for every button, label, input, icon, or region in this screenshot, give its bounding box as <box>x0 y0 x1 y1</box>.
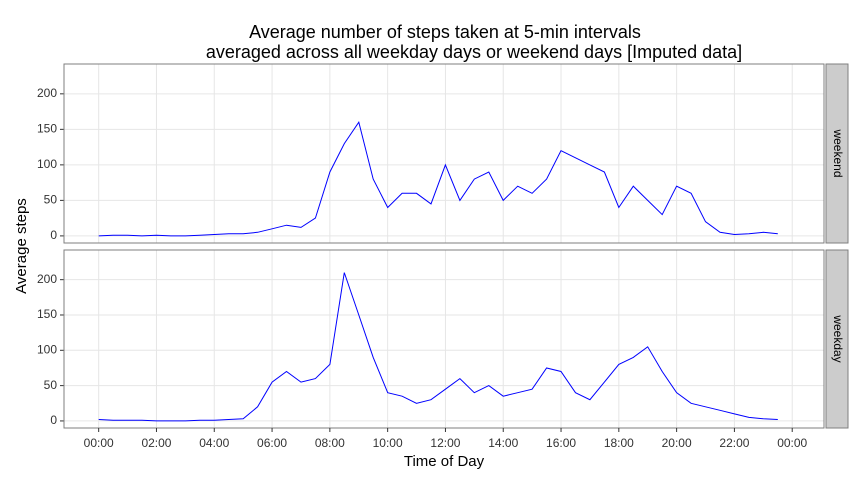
x-tick-label: 02:00 <box>141 436 171 450</box>
chart-title: Average number of steps taken at 5-min i… <box>249 22 641 42</box>
line <box>98 272 778 422</box>
y-axis-label: Average steps <box>13 198 30 294</box>
x-axis-label: Time of Day <box>404 453 485 470</box>
strip <box>825 63 849 244</box>
x-tick-label: 04:00 <box>199 436 229 450</box>
y-tick-label: 0 <box>50 228 57 242</box>
y-tick-label: 150 <box>37 307 57 321</box>
y-tick-label: 100 <box>37 157 57 171</box>
y-tick-label: 0 <box>50 413 57 427</box>
x-tick-label: 14:00 <box>488 436 518 450</box>
x-tick-label: 22:00 <box>719 436 749 450</box>
x-tick-label: 00:00 <box>84 436 114 450</box>
x-tick-label: 12:00 <box>430 436 460 450</box>
y-tick-label: 200 <box>37 272 57 286</box>
y-tick-label: 150 <box>37 122 57 136</box>
y-tick-label: 100 <box>37 342 57 356</box>
panel <box>64 64 824 243</box>
panel-border <box>63 249 825 429</box>
y-tick-label: 50 <box>44 378 58 392</box>
x-tick-label: 10:00 <box>373 436 403 450</box>
y-tick-label: 200 <box>37 86 57 100</box>
x-tick-label: 08:00 <box>315 436 345 450</box>
x-tick-label: 00:00 <box>777 436 807 450</box>
panel <box>64 250 824 428</box>
x-tick-label: 16:00 <box>546 436 576 450</box>
x-tick-label: 20:00 <box>662 436 692 450</box>
strip-label: weekend <box>831 128 845 177</box>
y-tick-label: 50 <box>44 193 58 207</box>
panel-border <box>63 63 825 244</box>
strip-label: weekday <box>831 314 845 362</box>
chart-title: averaged across all weekday days or week… <box>206 42 742 62</box>
x-tick-label: 18:00 <box>604 436 634 450</box>
strip <box>825 249 849 429</box>
x-tick-label: 06:00 <box>257 436 287 450</box>
line <box>98 120 778 237</box>
